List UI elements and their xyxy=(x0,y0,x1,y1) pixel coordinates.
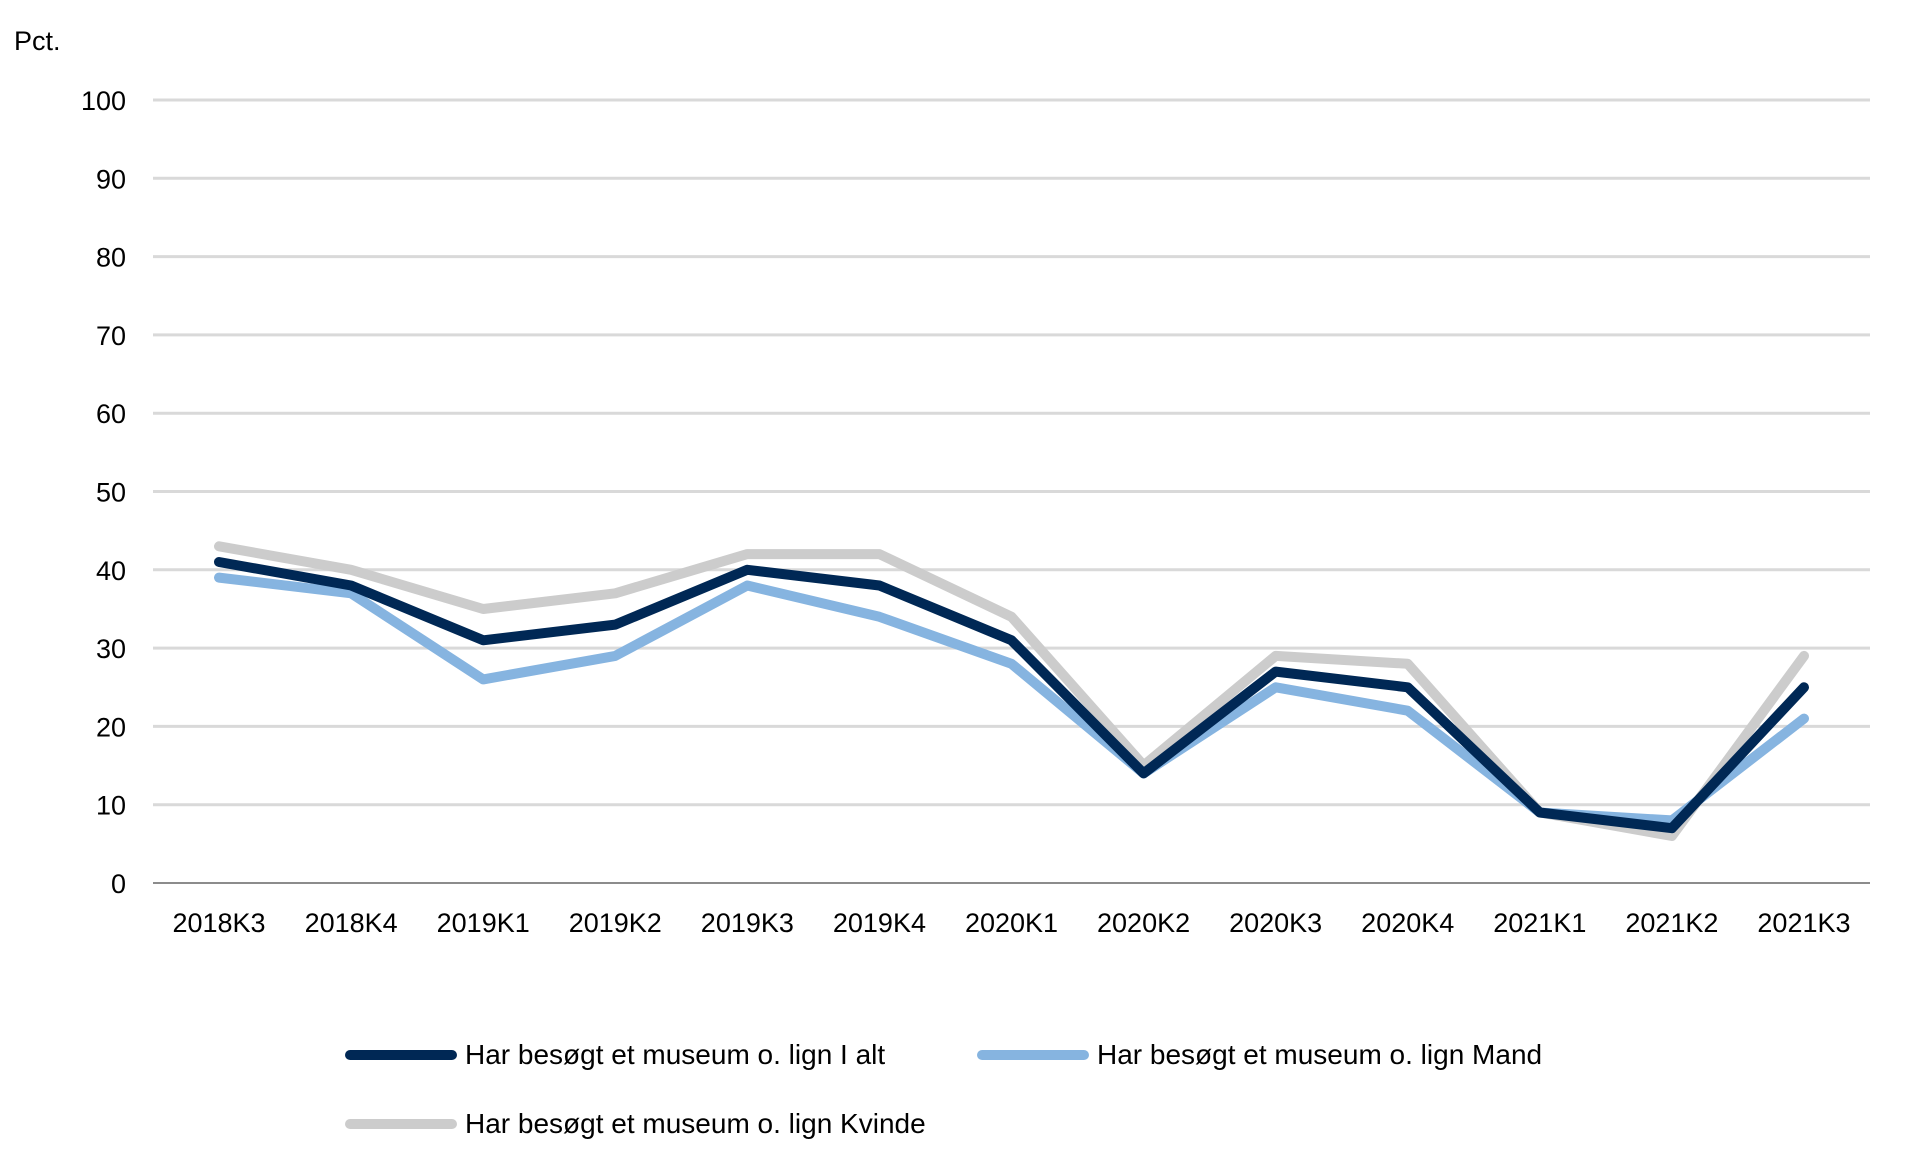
y-tick-labels: 0 10 20 30 40 50 60 70 80 90 100 xyxy=(81,86,126,899)
series-line-i-alt xyxy=(214,557,1809,834)
x-tick-label: 2019K2 xyxy=(569,908,662,938)
x-tick-label: 2020K4 xyxy=(1361,908,1454,938)
x-tick-label: 2019K3 xyxy=(701,908,794,938)
x-tick-labels: 2018K3 2018K4 2019K1 2019K2 2019K3 2019K4 2020… xyxy=(172,908,1850,938)
legend-item-mand: Har besøgt et museum o. lign Mand xyxy=(977,1035,1542,1075)
x-tick-label: 2021K2 xyxy=(1625,908,1718,938)
legend-label-mand: Har besøgt et museum o. lign Mand xyxy=(1097,1039,1543,1070)
legend-label-i-alt: Har besøgt et museum o. lign I alt xyxy=(465,1039,886,1070)
x-tick-label: 2020K2 xyxy=(1097,908,1190,938)
legend: Har besøgt et museum o. lign I alt Har b… xyxy=(345,1010,1645,1140)
legend-swatch-i-alt xyxy=(345,1050,457,1060)
y-tick-label: 0 xyxy=(111,869,126,899)
x-tick-label: 2019K4 xyxy=(833,908,926,938)
legend-label-kvinde: Har besøgt et museum o. lign Kvinde xyxy=(465,1108,926,1139)
y-tick-label: 100 xyxy=(81,86,126,116)
x-tick-label: 2021K3 xyxy=(1757,908,1850,938)
y-tick-label: 70 xyxy=(96,321,126,351)
x-tick-label: 2018K3 xyxy=(172,908,265,938)
y-tick-label: 50 xyxy=(96,478,126,508)
y-tick-label: 80 xyxy=(96,243,126,273)
x-tick-label: 2021K1 xyxy=(1493,908,1586,938)
legend-swatch-mand xyxy=(977,1050,1089,1060)
legend-swatch-kvinde xyxy=(345,1119,457,1129)
x-tick-label: 2020K1 xyxy=(965,908,1058,938)
y-tick-label: 10 xyxy=(96,791,126,821)
chart-plot-area: Pct. 0 10 20 30 40 50 60 70 80 90 100 2018K3 2018K4… xyxy=(14,26,1870,938)
series-lines xyxy=(214,541,1809,841)
gridlines xyxy=(153,98,1870,884)
x-tick-label: 2018K4 xyxy=(305,908,398,938)
y-axis-label: Pct. xyxy=(14,26,61,56)
legend-item-kvinde: Har besøgt et museum o. lign Kvinde xyxy=(345,1104,926,1144)
y-tick-label: 60 xyxy=(96,399,126,429)
x-tick-label: 2019K1 xyxy=(437,908,530,938)
y-tick-label: 90 xyxy=(96,164,126,194)
y-tick-label: 40 xyxy=(96,556,126,586)
legend-item-i-alt: Har besøgt et museum o. lign I alt xyxy=(345,1035,885,1075)
x-tick-label: 2020K3 xyxy=(1229,908,1322,938)
y-tick-label: 20 xyxy=(96,712,126,742)
series-line-kvinde xyxy=(214,541,1809,841)
y-tick-label: 30 xyxy=(96,634,126,664)
